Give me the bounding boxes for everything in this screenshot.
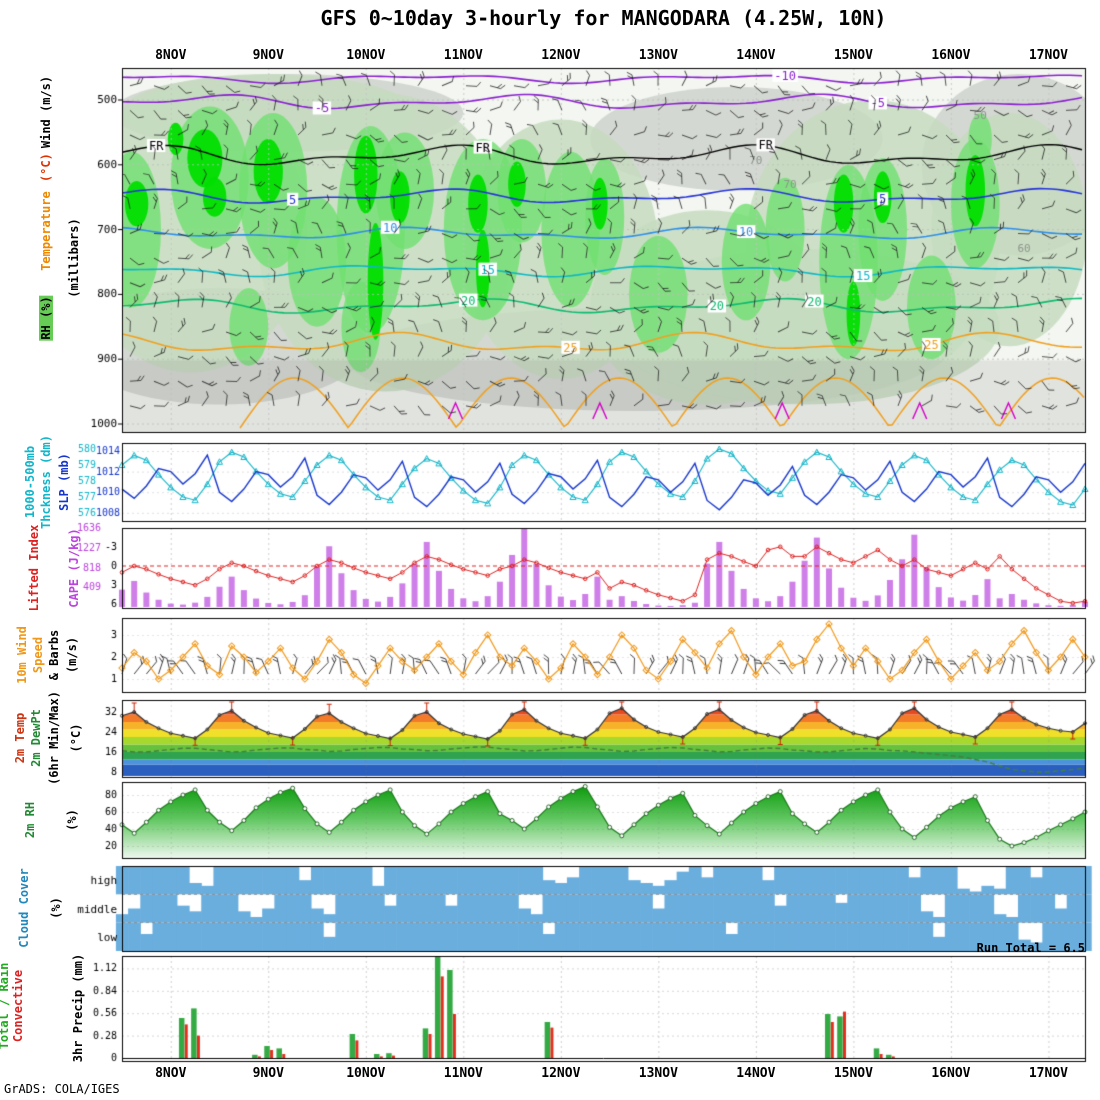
panel-left-label-text: (°C) — [39, 153, 53, 183]
x-tick-label: 8NOV — [155, 1066, 187, 1081]
panel-left-label: (m/s) — [65, 636, 79, 674]
panel-left-label: (%) — [65, 808, 79, 832]
x-tick-label: 10NOV — [346, 1066, 386, 1081]
x-tick-label: 15NOV — [833, 1066, 873, 1081]
panel-left-label: 1000-500mb — [23, 445, 37, 519]
panel-left-label: (°C) — [69, 723, 83, 754]
x-axis-bottom: 8NOV 9NOV 10NOV 11NOV 12NOV 13NOV 14NOV 15NOV 16… — [0, 1066, 1100, 1082]
x-tick-label: 11NOV — [443, 1066, 483, 1081]
run-total-label: Run Total = 6.5 — [976, 941, 1085, 955]
panel-left-label-text: Wind (m/s) — [39, 75, 53, 149]
panel-left-label: 2m RH — [23, 801, 37, 839]
panel-left-label: 2m DewPt — [29, 708, 43, 768]
panel-left-label-text: (6hr Min/Max) — [47, 691, 61, 785]
panel-left-label: 10m Wind — [15, 625, 29, 685]
panel-left-label-text: Convective — [11, 969, 25, 1043]
panel-left-label-text: 10m Wind — [15, 626, 29, 684]
panel-left-label-text: (m/s) — [65, 636, 79, 674]
x-tick-label: 15NOV — [833, 48, 873, 63]
panel-left-label-text: Lifted Index — [27, 524, 41, 612]
panel-left-label: Cloud Cover — [17, 867, 31, 948]
x-tick-label: 17NOV — [1028, 1066, 1068, 1081]
chart-title: GFS 0~10day 3-hourly for MANGODARA (4.25… — [320, 6, 887, 30]
x-tick-label: 12NOV — [541, 48, 581, 63]
panel-left-label: Lifted Index — [27, 524, 41, 613]
panel-left-label: CAPE (J/kg) — [67, 527, 81, 608]
panel-left-label-text: (%) — [49, 897, 63, 919]
x-tick-label: 17NOV — [1028, 48, 1068, 63]
panel-left-label: Wind (m/s) — [39, 75, 53, 149]
panel-left-label-text: Temperature — [39, 184, 53, 271]
x-tick-label: 14NOV — [736, 1066, 776, 1081]
panel-left-label: Thckness (dm) — [39, 434, 53, 530]
panel-left-label-text: 1000-500mb — [23, 445, 37, 519]
panel-left-label-text: (%) — [65, 809, 79, 831]
panel-left-label: (6hr Min/Max) — [47, 690, 61, 786]
x-axis-top: 8NOV 9NOV 10NOV 11NOV 12NOV 13NOV 14NOV 15NOV 16… — [0, 48, 1100, 64]
panel-left-label-text: Thckness (dm) — [39, 435, 53, 529]
panel-left-label: (%) — [49, 896, 63, 920]
panel-left-label-text: CAPE (J/kg) — [67, 528, 81, 608]
x-tick-label: 12NOV — [541, 1066, 581, 1081]
panel-left-label: SLP (mb) — [57, 452, 71, 512]
x-tick-label: 11NOV — [443, 48, 483, 63]
x-tick-label: 10NOV — [346, 48, 386, 63]
panel-left-label: 3hr Precip (mm) — [71, 953, 85, 1063]
panel-left-label-text: (°C) — [69, 723, 83, 753]
x-tick-label: 16NOV — [931, 48, 971, 63]
panel-left-label-text: 2m DewPt — [29, 709, 43, 767]
x-tick-label: 16NOV — [931, 1066, 971, 1081]
panel-left-label: Total / Rain — [0, 962, 11, 1051]
panel-left-label-text: SLP (mb) — [57, 453, 71, 511]
panel-left-label: Temperature (°C) — [39, 152, 53, 272]
x-tick-label: 8NOV — [155, 48, 187, 63]
panel-left-label-text: RH (%) — [39, 295, 53, 341]
panel-left-label-text: & Barbs — [47, 629, 61, 681]
x-tick-label: 9NOV — [252, 1066, 284, 1081]
x-tick-label: 9NOV — [252, 48, 284, 63]
panel-left-label-text: Total / Rain — [0, 962, 11, 1050]
panel-left-label-text: 2m RH — [23, 801, 37, 839]
panel-left-label: Speed — [31, 636, 45, 674]
panel-left-label: Convective — [11, 969, 25, 1043]
x-tick-label: 14NOV — [736, 48, 776, 63]
panel-left-label-text: 2m Temp — [13, 712, 27, 764]
panel-left-label-text: Cloud Cover — [17, 868, 31, 948]
x-tick-label: 13NOV — [638, 1066, 678, 1081]
panel-left-label-text: Speed — [31, 636, 45, 674]
panel-left-label: (millibars) — [67, 217, 81, 298]
x-tick-label: 13NOV — [638, 48, 678, 63]
panel-left-label: & Barbs — [47, 629, 61, 682]
panel-left-label: RH (%) — [39, 295, 53, 341]
panel-left-label: 2m Temp — [13, 712, 27, 765]
panel-left-label-text: 3hr Precip (mm) — [71, 953, 85, 1063]
grads-credit: GrADS: COLA/IGES — [4, 1082, 120, 1096]
panel-left-label-text: (millibars) — [67, 218, 81, 298]
